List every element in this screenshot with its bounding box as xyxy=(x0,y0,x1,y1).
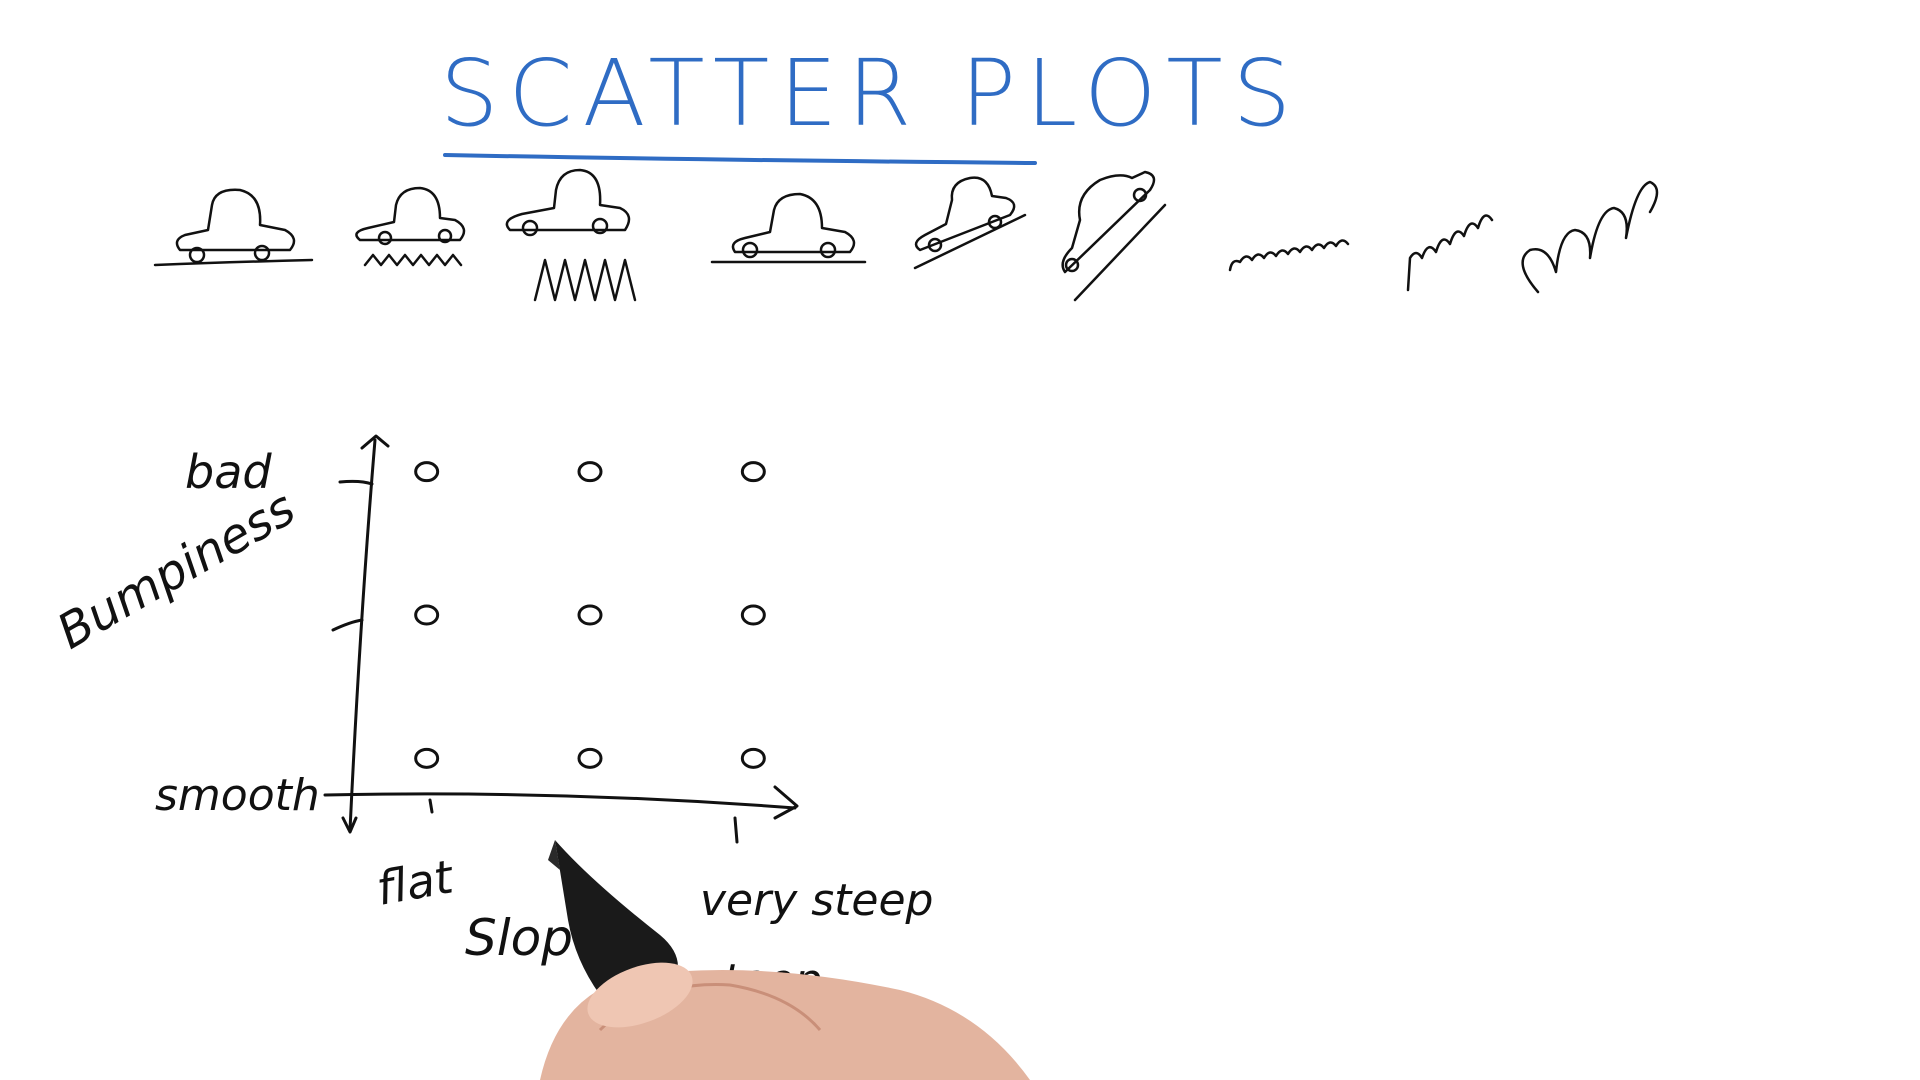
chart-axes xyxy=(323,434,799,844)
car-flat-smooth-icon xyxy=(153,188,314,267)
y-tick-label-top: bad xyxy=(185,445,272,499)
scatter-point-1 xyxy=(414,461,440,483)
scatter-points xyxy=(414,461,766,769)
scatter-point-3 xyxy=(740,461,766,483)
car-flat-slightly-bumpy-icon xyxy=(355,186,466,267)
scatter-point-9 xyxy=(740,747,766,769)
car-steep-icon xyxy=(1061,170,1167,302)
car-flat-very-bumpy-icon xyxy=(505,168,637,302)
scatter-point-7 xyxy=(414,747,440,769)
scatter-point-8 xyxy=(577,747,603,769)
scatter-point-5 xyxy=(577,604,603,626)
x-tick-label-right: very steep xyxy=(700,875,933,926)
road-bumpy-slope-icon xyxy=(1406,214,1494,292)
marker-hand-icon xyxy=(540,840,1030,1080)
page-title: SCATTER PLOTS xyxy=(440,40,1301,147)
scatter-point-6 xyxy=(740,604,766,626)
title-underline xyxy=(443,153,1037,165)
scatter-point-4 xyxy=(414,604,440,626)
x-tick-right xyxy=(733,816,739,844)
car-slope-icon xyxy=(913,176,1027,270)
y-tick-mid xyxy=(331,618,364,632)
car-flat-icon xyxy=(710,192,867,264)
y-axis-arrow xyxy=(360,434,390,450)
y-axis-title: Bumpiness xyxy=(48,480,305,660)
scatter-point-2 xyxy=(577,461,603,483)
x-tick-left xyxy=(428,798,434,814)
x-axis-arrow xyxy=(773,785,799,820)
y-tick-top xyxy=(338,479,374,486)
y-tick-label-bottom: smooth xyxy=(155,770,320,821)
y-axis-line xyxy=(348,438,377,832)
road-very-bumpy-steep-icon xyxy=(1521,180,1659,294)
x-axis-line xyxy=(323,792,797,810)
road-slightly-bumpy-icon xyxy=(1228,239,1350,272)
y-axis-down-arrow xyxy=(341,816,358,834)
x-tick-label-left: flat xyxy=(373,849,459,916)
